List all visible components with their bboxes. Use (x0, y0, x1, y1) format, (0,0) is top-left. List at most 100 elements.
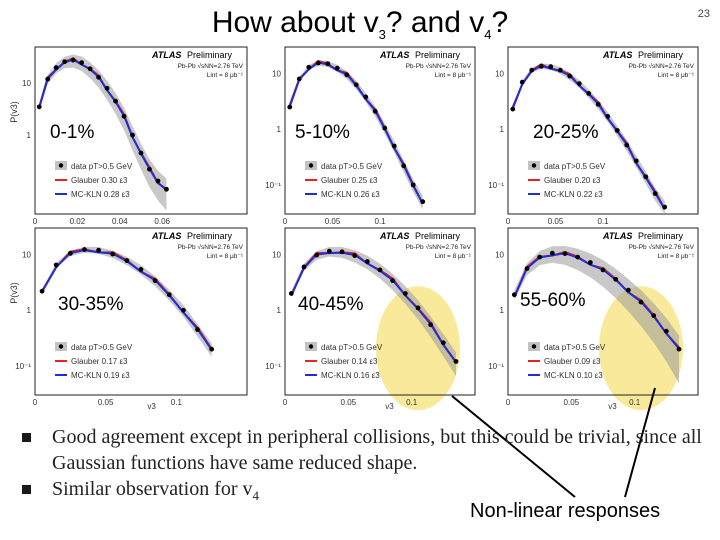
legend-label: Glauber 0.17 ε3 (71, 357, 128, 366)
legend-label: MC-KLN 0.28 ε3 (71, 190, 130, 199)
centrality-label: 40-45% (298, 294, 364, 315)
mckln-curve (38, 58, 168, 191)
data-point (453, 359, 459, 364)
data-point (382, 125, 388, 131)
plot-frame (284, 227, 476, 396)
preliminary-label: Preliminary (187, 231, 233, 241)
run-info-label: Lint = 8 μb⁻¹ (658, 72, 695, 79)
data-point (181, 307, 186, 313)
x-tick-label: 0 (283, 398, 288, 407)
chart-panel-55-60pct: 0 0.05 0.1 10 1 10⁻¹ v3 ATLAS Preliminary Pb-Pb √… (488, 227, 699, 411)
data-point (306, 64, 312, 70)
data-point (576, 81, 582, 87)
data-point (575, 254, 581, 260)
data-point (538, 63, 544, 69)
title-text: How about v (211, 6, 379, 39)
data-point (70, 57, 76, 63)
run-info-label: Lint = 8 μb⁻¹ (207, 72, 244, 79)
annotation-nonlinear: Non-linear responses (470, 500, 661, 522)
bullet-subscript: 4 (252, 488, 260, 503)
preliminary-label: Preliminary (415, 50, 461, 60)
data-point (164, 186, 169, 192)
preliminary-label: Preliminary (638, 50, 684, 60)
data-point (391, 143, 397, 149)
y-tick-label: 1 (27, 131, 32, 140)
run-info-label: Lint = 8 μb⁻¹ (435, 253, 472, 260)
data-point (372, 108, 378, 114)
data-point (287, 104, 293, 110)
centrality-label: 5-10% (295, 122, 350, 143)
data-point (428, 322, 434, 328)
plot-frame (284, 46, 476, 215)
x-tick-label: 0.1 (629, 398, 641, 407)
data-point (614, 128, 620, 133)
run-info-label: Lint = 8 μb⁻¹ (207, 253, 244, 260)
legend-label: data pT>0.5 GeV (321, 343, 383, 352)
y-axis-label: P(v3) (9, 101, 19, 123)
y-tick-label: 10 (272, 251, 281, 260)
x-tick-label: 0.06 (154, 217, 170, 226)
data-point (549, 250, 555, 256)
x-tick-label: 0.04 (112, 217, 128, 226)
data-point (334, 65, 340, 71)
y-tick-label: 10 (495, 70, 504, 79)
x-axis-label: v3 (385, 402, 394, 411)
data-point (519, 79, 525, 85)
data-point (529, 67, 535, 73)
run-info-label: Pb-Pb √sNN=2.76 TeV (406, 62, 472, 70)
data-point (124, 258, 130, 263)
atlas-label: ATLAS (379, 50, 409, 60)
x-tick-label: 0 (506, 398, 511, 407)
plot-frame (34, 227, 248, 396)
run-info-label: Pb-Pb √sNN=2.76 TeV (629, 243, 695, 251)
chart-panel-30-35pct: 0 0.05 0.1 10 1 10⁻¹ v3 P(v3) ATLAS Preliminary Pb… (9, 227, 248, 411)
chart-panel-0-1pct: 0 0.02 0.04 0.06 10 1 P(v3) ATLAS Preliminary Pb-… (9, 46, 248, 226)
data-point (138, 267, 144, 272)
data-point (110, 251, 116, 257)
x-tick-label: 0.05 (98, 398, 114, 407)
data-point (364, 259, 370, 264)
data-point (62, 59, 68, 65)
legend-label: Glauber 0.14 ε3 (321, 357, 378, 366)
data-point (315, 60, 321, 66)
bullet-square-icon (22, 485, 31, 494)
data-point (548, 64, 554, 70)
data-point (353, 82, 359, 88)
data-point (401, 163, 407, 169)
bullet-item: Similar observation for v4 (22, 476, 712, 509)
data-point (390, 278, 396, 284)
legend-marker-data (308, 344, 314, 349)
data-point (53, 65, 59, 71)
data-point (663, 328, 669, 334)
y-tick-label: 10⁻¹ (15, 362, 31, 371)
bullet-item: Good agreement except in peripheral coll… (22, 424, 712, 476)
data-point (638, 299, 644, 305)
data-point (155, 178, 161, 184)
data-point (301, 264, 307, 270)
data-point (625, 287, 631, 293)
data-point (96, 247, 101, 253)
legend-marker-data (531, 344, 537, 349)
y-tick-label: 1 (500, 306, 505, 315)
y-tick-label: 10 (495, 251, 504, 260)
centrality-label: 0-1% (50, 122, 94, 143)
data-point (339, 249, 345, 255)
legend-marker-data (58, 344, 64, 349)
data-point (363, 94, 369, 100)
atlas-label: ATLAS (151, 50, 181, 60)
data-point (96, 74, 101, 80)
bullet-list: Good agreement except in peripheral coll… (22, 424, 712, 509)
data-point (633, 158, 639, 164)
data-point (586, 91, 592, 96)
data-point (82, 247, 87, 252)
y-tick-label: 1 (277, 125, 282, 134)
title-subscript-4: 4 (484, 27, 492, 42)
x-tick-label: 0.1 (171, 398, 183, 407)
y-tick-label: 10 (22, 251, 31, 260)
plot-frame (507, 227, 699, 396)
data-point (147, 166, 152, 172)
legend-label: MC-KLN 0.10 ε3 (544, 371, 603, 380)
data-point (537, 254, 543, 260)
data-point (511, 292, 517, 298)
atlas-label: ATLAS (379, 231, 409, 241)
